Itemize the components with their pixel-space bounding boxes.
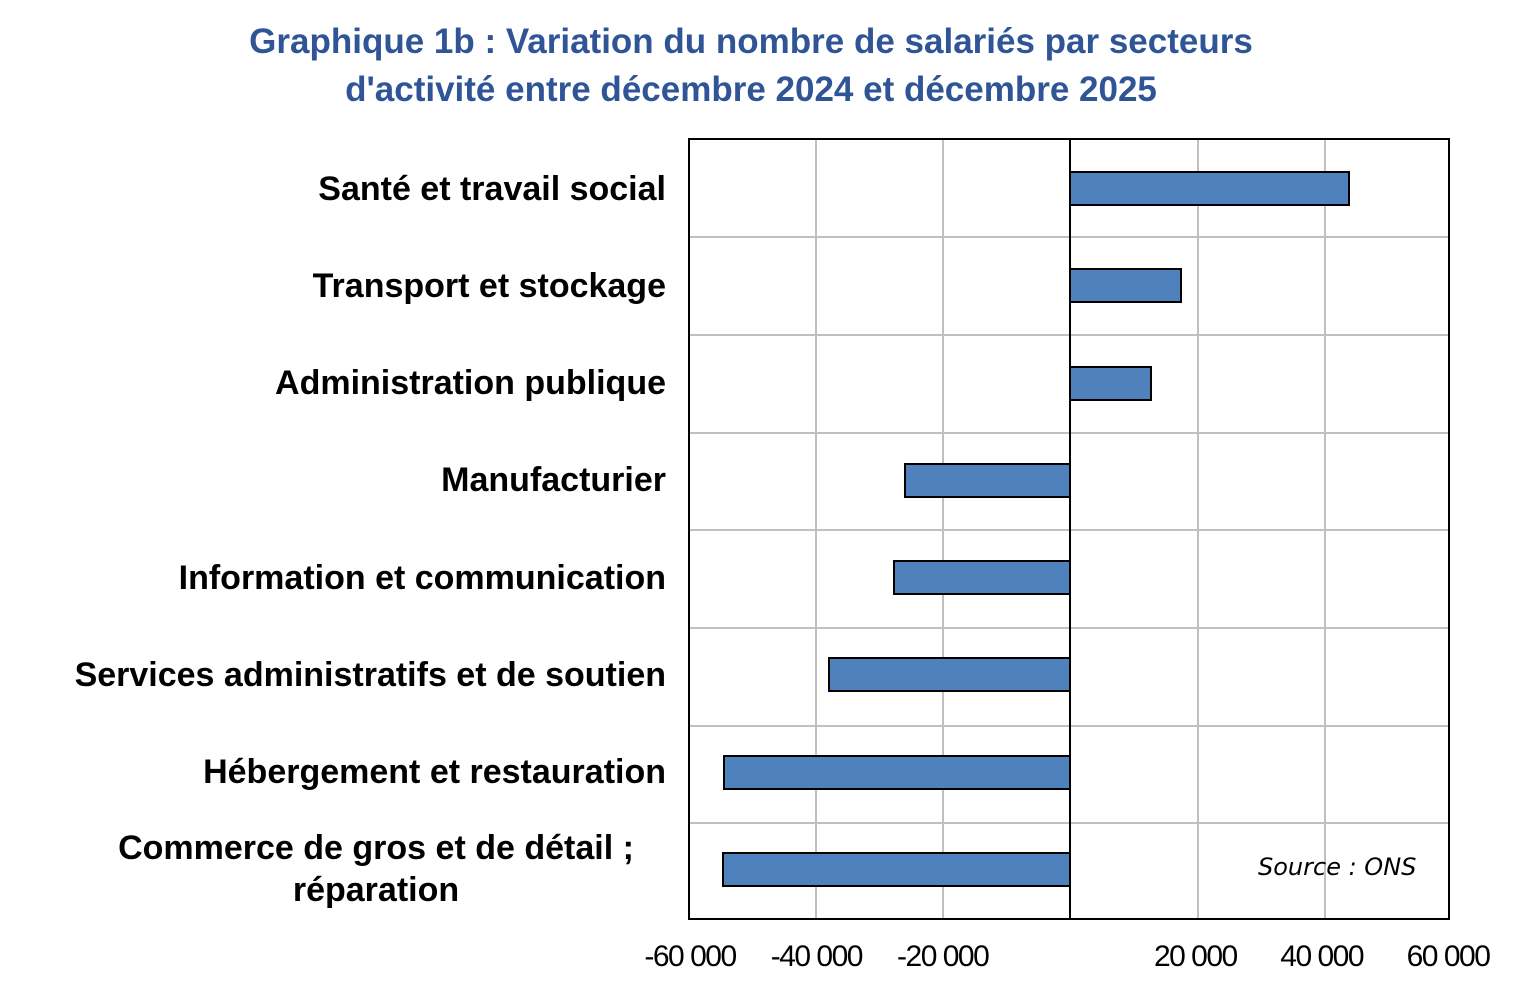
bar — [1069, 171, 1351, 207]
x-tick-label: -40 000 — [770, 940, 864, 973]
zero-axis-line — [1069, 140, 1071, 918]
x-tick-label: -60 000 — [644, 940, 737, 973]
plot-area — [688, 138, 1450, 920]
category-label: Santé et travail social — [318, 169, 666, 208]
bar — [1069, 365, 1153, 401]
bar — [1069, 268, 1183, 304]
category-label: Information et communication — [178, 558, 666, 597]
x-tick-label: 60 000 — [1406, 940, 1491, 973]
x-tick-label: -20 000 — [897, 940, 990, 973]
source-note: Source : ONS — [1258, 853, 1417, 881]
category-label: Services administratifs et de soutien — [74, 655, 666, 694]
bar — [892, 560, 1071, 596]
category-label: Administration publique — [275, 364, 666, 403]
bar — [722, 851, 1071, 887]
bar — [904, 462, 1071, 498]
bar — [828, 657, 1071, 693]
category-label: Hébergement et restauration — [203, 753, 666, 792]
category-label: Commerce de gros et de détail ; réparati… — [118, 829, 634, 910]
category-label: Manufacturier — [441, 461, 666, 500]
x-tick-label: 20 000 — [1153, 940, 1238, 973]
chart-title: Graphique 1b : Variation du nombre de sa… — [0, 18, 1502, 114]
category-label: Transport et stockage — [312, 266, 666, 305]
chart-title-line2: d'activité entre décembre 2024 et décemb… — [345, 70, 1157, 109]
x-tick-label: 40 000 — [1280, 940, 1364, 973]
chart-title-line1: Graphique 1b : Variation du nombre de sa… — [249, 22, 1253, 61]
bar — [722, 754, 1071, 790]
